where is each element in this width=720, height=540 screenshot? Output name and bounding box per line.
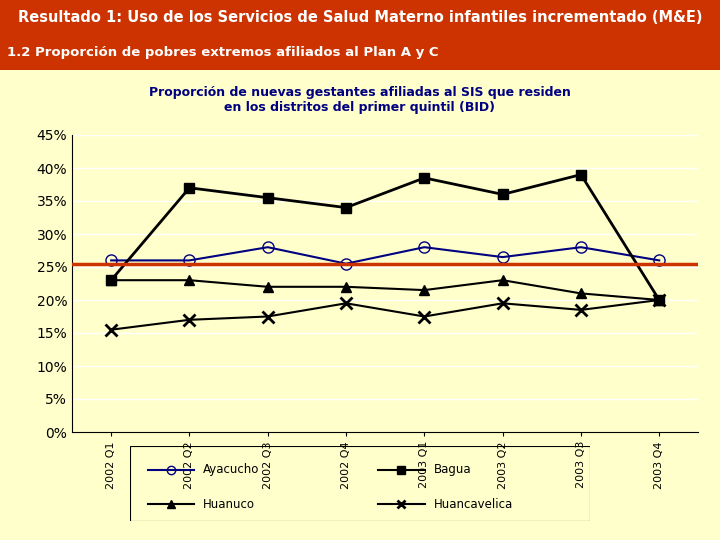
Text: Resultado 1: Uso de los Servicios de Salud Materno infantiles incrementado (M&E): Resultado 1: Uso de los Servicios de Sal… [18,10,702,25]
Bar [0,35,720,70]
Bar [0,0,720,35]
Text: Huanuco: Huanuco [203,498,256,511]
Text: Ayacucho: Ayacucho [203,463,260,476]
Text: Proporción de nuevas gestantes afiliadas al SIS que residen
en los distritos del: Proporción de nuevas gestantes afiliadas… [149,86,571,114]
Text: 1.2 Proporción de pobres extremos afiliados al Plan A y C: 1.2 Proporción de pobres extremos afilia… [7,46,438,59]
Text: Bagua: Bagua [433,463,472,476]
Text: Huancavelica: Huancavelica [433,498,513,511]
